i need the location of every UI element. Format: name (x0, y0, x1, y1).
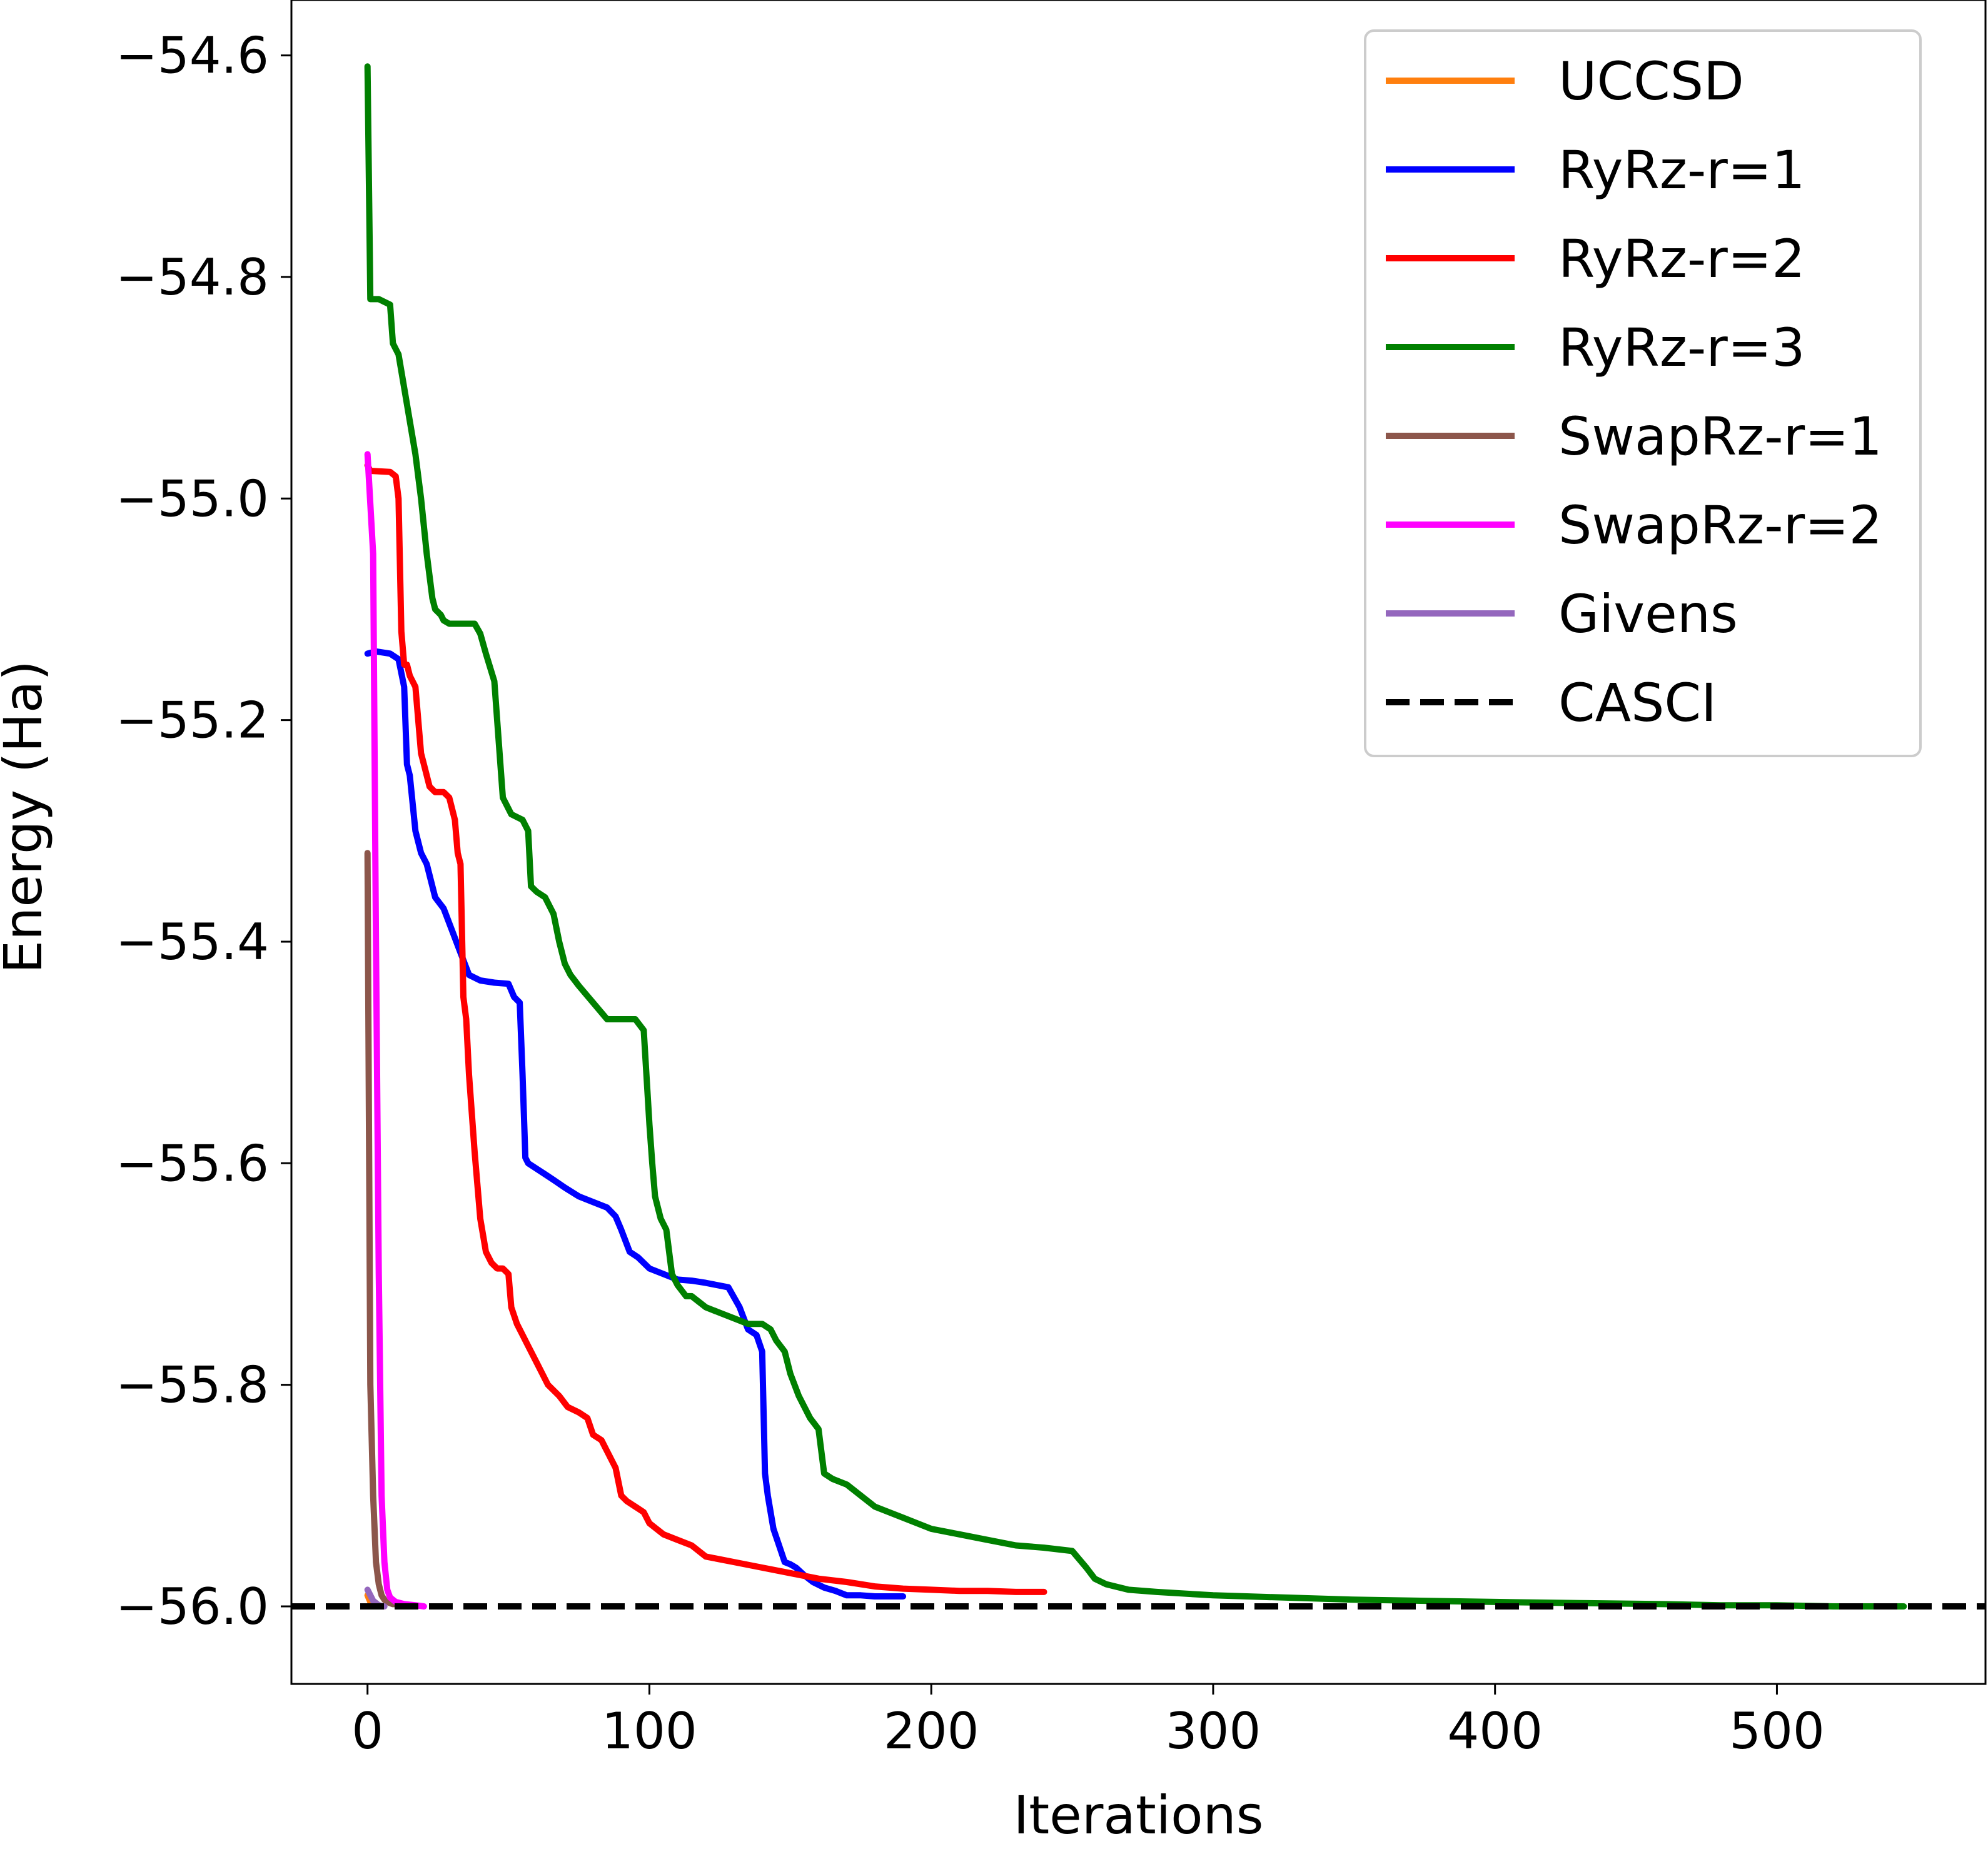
series-line-swaprz-r-1 (364, 850, 399, 1608)
legend-label-swaprz-r-1: SwapRz-r=1 (1558, 406, 1882, 467)
x-axis-label: Iterations (1013, 1785, 1263, 1846)
legend-label-ryrz-r-2: RyRz-r=2 (1558, 228, 1805, 290)
axes-frame (290, 0, 1987, 1685)
y-tick-label: −54.8 (116, 248, 269, 306)
legend-label-ryrz-r-3: RyRz-r=3 (1558, 317, 1805, 378)
x-tick-label: 100 (602, 1702, 697, 1760)
y-tick-label: −55.2 (116, 692, 269, 750)
legend-label-swaprz-r-2: SwapRz-r=2 (1558, 495, 1882, 556)
x-tick-label: 300 (1166, 1702, 1261, 1760)
series-line-ryrz-r-2 (364, 462, 1047, 1595)
legend-label-casci: CASCI (1558, 672, 1717, 733)
x-tick-label: 400 (1447, 1702, 1543, 1760)
y-tick-label: −55.0 (116, 470, 269, 528)
x-tick-label: 0 (351, 1702, 383, 1760)
y-tick-label: −55.4 (116, 913, 269, 971)
legend-label-givens: Givens (1558, 583, 1738, 645)
x-tick-label: 200 (884, 1702, 979, 1760)
series-layer (291, 63, 1985, 1610)
y-axis-label: Energy (Ha) (0, 660, 54, 974)
legend: UCCSD RyRz-r=1 RyRz-r=2 RyRz-r=3 SwapRz-r=1 S… (1364, 29, 1922, 757)
series-line-ryrz-r-1 (364, 648, 907, 1600)
x-tick-label: 500 (1729, 1702, 1825, 1760)
y-tick-label: −54.6 (116, 27, 269, 85)
legend-label-uccsd: UCCSD (1558, 51, 1744, 112)
series-line-ryrz-r-3 (364, 63, 1907, 1610)
y-tick-label: −55.8 (116, 1356, 269, 1414)
y-tick-label: −56.0 (116, 1578, 269, 1636)
legend-label-ryrz-r-1: RyRz-r=1 (1558, 139, 1805, 201)
legend-box (1364, 29, 1922, 757)
y-tick-label: −55.6 (116, 1134, 269, 1192)
